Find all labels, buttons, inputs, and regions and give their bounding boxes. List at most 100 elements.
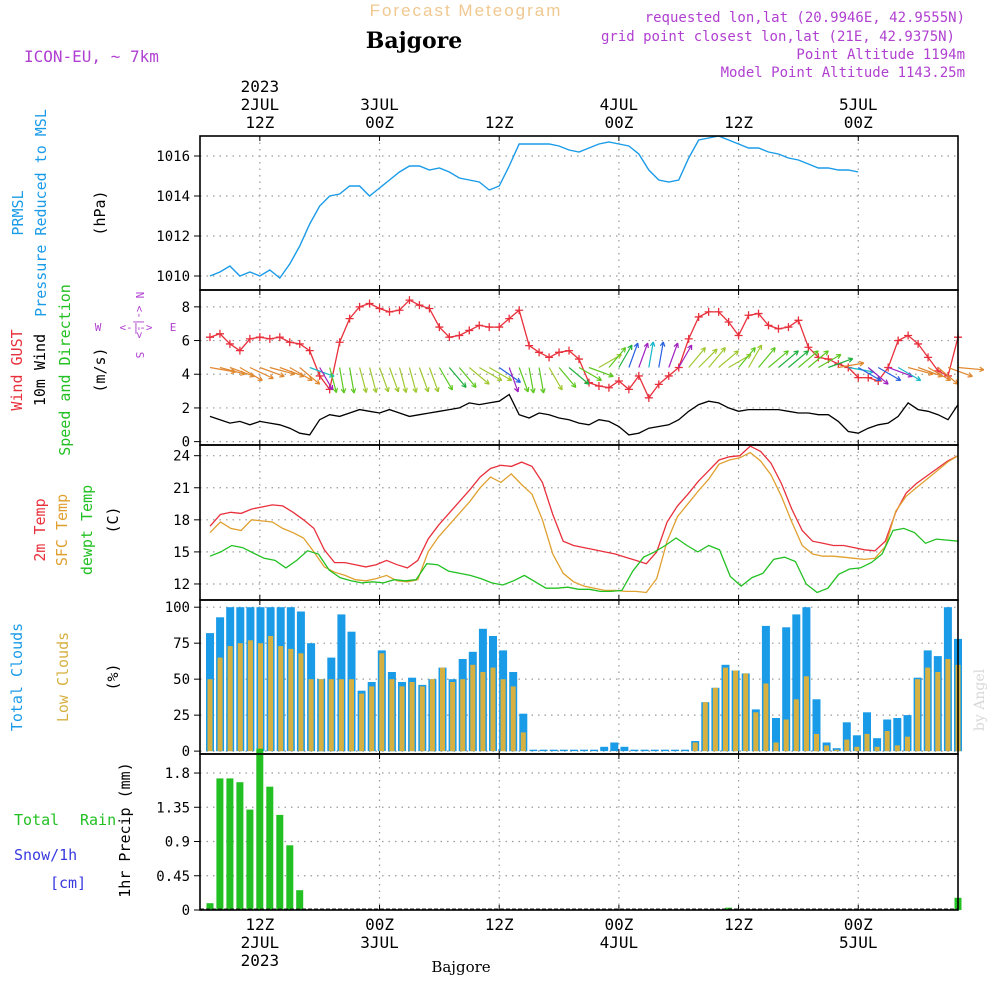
y-tick-label: 4 [182,367,190,383]
wind-speed-line [209,393,959,436]
temp-2m-line [209,445,959,569]
wind-gust-marker [245,334,254,343]
total-cloud-bar [671,749,679,752]
requested-coords: requested lon,lat (20.9946E, 42.9555N) [645,10,965,26]
wind-direction-arrow [349,367,357,394]
wind-gust-marker [345,314,354,323]
panel-5: 0 0.45 0.9 1.35 1.8 [156,748,962,919]
wind-direction-arrow [448,367,467,388]
total-clouds-legend: Total Clouds [8,623,26,731]
wind-10m-legend: 10m Wind [31,334,49,406]
wind-gust-marker [784,323,793,332]
low-cloud-bar [379,653,385,752]
low-cloud-bar [712,687,718,752]
wind-direction-arrow [718,350,740,368]
rain-bar [266,786,274,910]
wind-direction-arrow [608,347,627,368]
prmsl-line [209,135,859,280]
y-tick-label: 0.45 [156,869,190,885]
y-tick-label: 8 [182,300,190,316]
wind-gust-marker [385,307,394,316]
y-tick-label: 50 [173,672,190,688]
wind-gust-marker [495,323,504,332]
wind-gust-marker [734,331,743,340]
wind-direction-arrow [418,367,430,393]
wind-direction-legend: Speed and Direction [56,284,74,456]
wind-direction-arrow [748,344,763,368]
top-time-hour: 12Z [724,113,753,132]
wind-gust-marker [545,353,554,362]
wind-gust-marker [265,334,274,343]
wind-gust-marker [505,314,514,323]
wind-direction-arrow [588,366,614,378]
wind-gust-marker [684,334,693,343]
panel-border [199,135,959,291]
wind-direction-arrow [957,366,985,373]
top-time-hour: 12Z [485,113,514,132]
wind-gust-marker [455,331,464,340]
wind-direction-arrow [558,367,577,388]
low-cloud-bar [763,683,769,752]
wind-gust-marker [355,302,364,311]
total-cloud-bar [873,738,882,752]
wind-gust-marker [864,373,873,382]
wind-direction-arrow [548,367,563,391]
wind-gust-marker [604,383,613,392]
pressure-unit-label: (hPa) [91,190,109,235]
compass-west: W [95,321,102,334]
rain-bar [216,778,224,910]
bottom-location-label: Bajgore [431,958,490,976]
total-cloud-bar [580,749,588,752]
snow-legend: Snow/1h [14,846,77,864]
clouds-unit-label: (%) [104,663,122,690]
wind-direction-arrow [897,366,922,382]
y-tick-label: 2 [182,401,190,417]
wind-direction-arrow [289,366,313,382]
low-cloud-bar [834,749,840,752]
y-tick-label: 21 [173,481,190,497]
wind-direction-arrow [568,367,590,385]
model-label: ICON-EU, ~ 7km [24,47,159,66]
low-cloud-bar [359,693,365,752]
wind-gust-marker [804,343,813,352]
wind-direction-arrow [947,366,973,378]
wind-gust-marker [704,307,713,316]
wind-direction-arrow [339,367,347,394]
low-cloud-bar [389,679,395,752]
wind-gust-marker [285,338,294,347]
wind-direction-arrow [688,347,706,368]
low-cloud-bar [874,746,880,752]
dewpt-temp-line [209,527,959,594]
compass-east: E [170,321,177,334]
total-cloud-bar [610,742,619,752]
y-tick-label: 15 [173,545,190,561]
bottom-time-year: 2023 [241,951,280,970]
low-cloud-bar [520,732,526,752]
total-cloud-bar [630,749,639,752]
precip-unit-label: 1hr Precip (mm) [116,762,134,897]
snow-unit-legend: [cm] [50,874,86,892]
wind-gust-marker [565,346,574,355]
wind-direction-arrow [428,367,440,393]
wind-gust-legend: Wind GUST [8,329,26,410]
low-cloud-bar [945,659,951,752]
wind-gust-marker [465,326,474,335]
wind-direction-arrow [538,367,546,394]
low-cloud-bar [288,648,294,752]
wind-gust-marker [894,336,903,345]
y-tick-label: 18 [173,513,190,529]
bottom-time-hour: 00Z [604,915,633,934]
wind-direction-arrow [398,367,408,393]
wind-direction-arrow [359,367,368,393]
low-cloud-bar [733,670,739,752]
low-cloud-bar [844,739,850,752]
y-tick-label: 75 [173,636,190,652]
low-clouds-legend: Low Clouds [54,632,72,722]
bottom-time-date: 4JUL [600,933,639,952]
total-legend: Total [14,811,59,829]
low-cloud-bar [894,745,900,752]
low-cloud-bar [258,643,263,752]
total-cloud-bar [620,746,629,752]
